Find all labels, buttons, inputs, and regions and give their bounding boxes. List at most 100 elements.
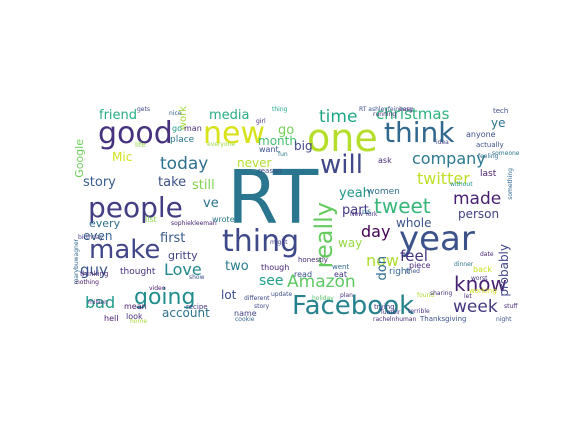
word: worst — [471, 275, 488, 282]
word-vertical: Google — [73, 139, 86, 178]
word: take — [158, 175, 187, 190]
word: Love — [164, 260, 202, 279]
word: thing — [222, 224, 300, 259]
word: company — [412, 149, 486, 168]
word: feeling — [478, 153, 499, 160]
word: first — [160, 231, 186, 246]
word: reason — [258, 167, 282, 175]
word: let — [464, 293, 472, 300]
word: go — [278, 123, 295, 138]
word: today — [160, 154, 209, 174]
word: name — [234, 309, 257, 318]
word: bad — [85, 293, 116, 312]
word: gritty — [168, 249, 198, 262]
word: good — [98, 116, 173, 151]
word: anyone — [466, 130, 496, 139]
word: tech — [493, 107, 509, 115]
word: RT — [227, 155, 319, 241]
word-vertical: something — [507, 168, 514, 200]
word: video — [149, 285, 166, 292]
word: will — [320, 150, 363, 180]
word-vertical: marybuwagner — [73, 239, 80, 285]
word: see — [259, 273, 284, 289]
word: going — [134, 285, 196, 310]
word: every — [89, 217, 121, 230]
word: yeah — [339, 186, 371, 201]
word: update — [271, 291, 293, 298]
word: read — [294, 270, 313, 279]
word: stuff — [504, 303, 518, 310]
word: nothing — [76, 279, 99, 286]
word: someone — [492, 150, 519, 157]
word: night — [496, 316, 512, 323]
word: cookie — [235, 316, 255, 323]
word: women — [367, 187, 400, 197]
word: think — [384, 116, 455, 149]
word: us — [362, 207, 372, 216]
word: show — [189, 274, 205, 281]
word: know — [454, 272, 507, 296]
word: thing — [272, 106, 288, 113]
word: friend — [99, 108, 138, 123]
word: Facebook — [292, 291, 415, 321]
word: one — [307, 116, 378, 160]
word: day — [361, 222, 391, 241]
word-vertical: probably — [497, 244, 511, 297]
word: New York — [350, 211, 378, 218]
word: thought — [120, 267, 156, 277]
word: lot — [221, 288, 237, 302]
word: never — [237, 156, 272, 170]
word: fun — [278, 151, 288, 158]
word: Tumblr — [380, 309, 401, 316]
word: actually — [476, 141, 504, 149]
word: account — [162, 306, 210, 320]
word: last — [480, 169, 497, 179]
word: went — [332, 263, 350, 271]
word: wrote — [212, 215, 235, 224]
word: might — [270, 239, 288, 246]
word: life — [135, 141, 146, 149]
word: want — [259, 145, 279, 154]
word: still — [192, 178, 215, 193]
word: running — [373, 111, 397, 118]
word: right — [389, 267, 411, 277]
word: thinking — [80, 270, 109, 278]
word: story — [254, 303, 270, 310]
word: though — [261, 263, 290, 272]
word: honestly — [298, 256, 328, 264]
word: new — [203, 116, 266, 151]
word: everyone — [207, 141, 236, 148]
word: way — [338, 236, 363, 250]
word: Amazon — [287, 272, 356, 292]
word: nice — [169, 110, 182, 117]
word: girl — [256, 118, 266, 125]
word: sophiekleeman — [171, 220, 217, 227]
word: even — [83, 229, 113, 243]
word: tried — [406, 268, 420, 275]
word: home — [130, 318, 148, 325]
word: million — [88, 299, 108, 306]
word: ask — [378, 156, 392, 165]
word: person — [458, 207, 500, 221]
word: year — [399, 219, 475, 259]
word: date — [480, 251, 494, 258]
word: holiday — [312, 295, 334, 302]
word: found — [417, 292, 435, 299]
word: plan — [340, 292, 353, 299]
word-vertical: don — [375, 256, 390, 281]
word: list — [145, 215, 157, 224]
word: feel — [400, 247, 428, 265]
word: two — [225, 259, 249, 274]
word: terrible — [408, 308, 430, 315]
word: week — [453, 297, 498, 317]
word: sharing — [430, 290, 453, 297]
word: place — [170, 135, 195, 145]
word: make — [89, 235, 161, 265]
word: people — [88, 191, 183, 224]
word: mean — [124, 302, 147, 311]
word: birthday — [78, 234, 104, 241]
word: RT ashleyfeinberg — [359, 106, 413, 113]
word: guy — [80, 261, 108, 279]
word: man — [184, 124, 202, 133]
word: idea — [436, 139, 449, 146]
